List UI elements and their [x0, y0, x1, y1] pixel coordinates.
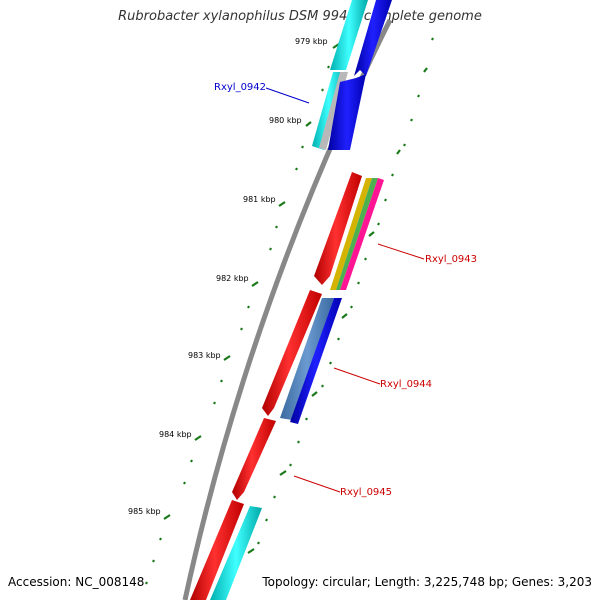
accession-label: Accession: NC_008148 — [8, 575, 145, 589]
gene-rxyl-0944-blue — [290, 298, 342, 424]
gene-rna-bottom — [210, 506, 262, 600]
gene-label-rxyl-0944[interactable]: Rxyl_0944 — [380, 379, 432, 390]
scale-label: 981 kbp — [243, 195, 276, 204]
scale-label: 980 kbp — [269, 116, 302, 125]
scale-label: 979 kbp — [295, 37, 328, 46]
scale-label: 984 kbp — [159, 430, 192, 439]
genome-backbone — [182, 18, 393, 600]
gene-rna-top — [330, 0, 368, 70]
gene-reverse-top — [354, 0, 392, 76]
map-title: Rubrobacter xylanophilus DSM 9941, compl… — [118, 9, 482, 24]
genome-summary: Topology: circular; Length: 3,225,748 bp… — [262, 575, 592, 589]
scale-label: 983 kbp — [188, 351, 221, 360]
callout-rxyl-0944 — [333, 367, 381, 385]
gene-label-rxyl-0943[interactable]: Rxyl_0943 — [425, 254, 477, 265]
gene-red-bottom — [190, 500, 244, 600]
gene-rxyl-0943-stripes — [330, 178, 384, 290]
outer-ticks — [247, 37, 434, 554]
gene-rxyl-0944 — [262, 290, 322, 416]
callout-rxyl-0942 — [265, 87, 310, 104]
scale-label: 985 kbp — [128, 507, 161, 516]
gene-rxyl-0945 — [232, 418, 276, 500]
gene-label-rxyl-0942[interactable]: Rxyl_0942 — [214, 82, 266, 93]
callout-rxyl-0943 — [377, 243, 425, 260]
callout-rxyl-0945 — [293, 475, 341, 493]
inner-ticks — [145, 43, 340, 585]
scale-label: 982 kbp — [216, 274, 249, 283]
gene-rxyl-0942 — [328, 74, 366, 150]
gene-rxyl-0943 — [314, 172, 362, 285]
gene-rxyl-0944-steel — [280, 298, 334, 420]
gene-label-rxyl-0945[interactable]: Rxyl_0945 — [340, 487, 392, 498]
